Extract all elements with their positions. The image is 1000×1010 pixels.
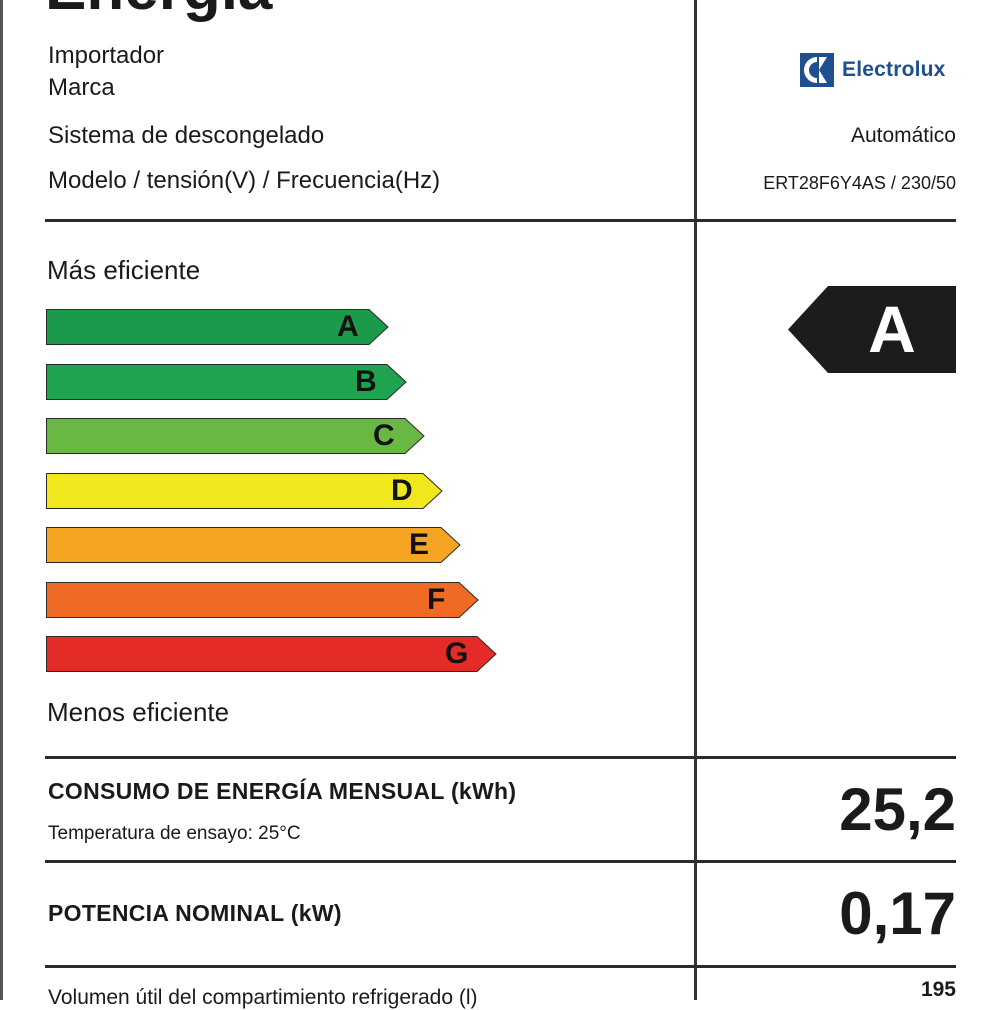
label-title: Energía (45, 0, 272, 20)
volume-label: Volumen útil del compartimiento refriger… (48, 986, 478, 1009)
efficiency-class-g: G (46, 636, 497, 672)
class-letter: C (373, 419, 395, 452)
class-arrow-f (46, 581, 479, 618)
efficiency-class-d: D (46, 472, 443, 509)
class-arrow-shape (46, 363, 407, 400)
defrost-label: Sistema de descongelado (48, 122, 325, 149)
model-value: ERT28F6Y4AS / 230/50 (763, 173, 956, 193)
nominal-power-value: 0,17 (839, 880, 956, 947)
class-arrow-shape (46, 309, 389, 345)
rating-letter: A (868, 292, 916, 366)
monthly-consumption-label: CONSUMO DE ENERGÍA MENSUAL (kWh) (48, 778, 517, 804)
importer-label: Importador (48, 42, 165, 69)
class-arrow-a (46, 309, 389, 345)
class-arrow-shape (46, 581, 479, 618)
monthly-consumption-value: 25,2 (839, 776, 956, 843)
efficiency-class-e: E (46, 527, 461, 563)
test-temperature: Temperatura de ensayo: 25°C (48, 823, 301, 844)
class-letter: B (355, 364, 377, 398)
class-letter: D (391, 473, 413, 507)
divider-power (45, 965, 956, 968)
divider-scale (45, 756, 956, 759)
class-letter: E (409, 528, 430, 561)
class-arrow-shape (46, 636, 497, 672)
class-letter: A (337, 310, 359, 343)
volume-value: 195 (920, 978, 956, 1001)
rating-arrow-icon (788, 286, 956, 373)
class-arrow-shape (46, 472, 443, 509)
brand-logo-text: Electrolux (842, 58, 946, 81)
brand-label: Marca (48, 74, 115, 101)
efficiency-class-a: A (46, 309, 389, 345)
brand-logo: Electrolux (800, 52, 946, 88)
class-letter: G (445, 637, 469, 670)
class-letter: F (427, 582, 446, 616)
efficiency-class-b: B (46, 363, 407, 400)
label-left-border (0, 0, 3, 1000)
class-arrow-b (46, 363, 407, 400)
class-arrow-c (46, 418, 425, 454)
divider-header (45, 219, 956, 222)
more-efficient-label: Más eficiente (47, 255, 201, 285)
electrolux-logo-icon (800, 53, 834, 87)
rating-badge: A (788, 286, 956, 373)
nominal-power-label: POTENCIA NOMINAL (kW) (48, 900, 342, 926)
class-arrow-shape (46, 527, 461, 563)
defrost-value: Automático (850, 124, 956, 147)
divider-consumption (45, 860, 956, 863)
class-arrow-e (46, 527, 461, 563)
model-label: Modelo / tensión(V) / Frecuencia(Hz) (48, 167, 441, 194)
class-arrow-shape (46, 418, 425, 454)
efficiency-class-c: C (46, 418, 425, 454)
efficiency-class-f: F (46, 581, 479, 618)
column-divider (694, 0, 697, 1000)
class-arrow-g (46, 636, 497, 672)
less-efficient-label: Menos eficiente (47, 697, 230, 727)
class-arrow-d (46, 472, 443, 509)
